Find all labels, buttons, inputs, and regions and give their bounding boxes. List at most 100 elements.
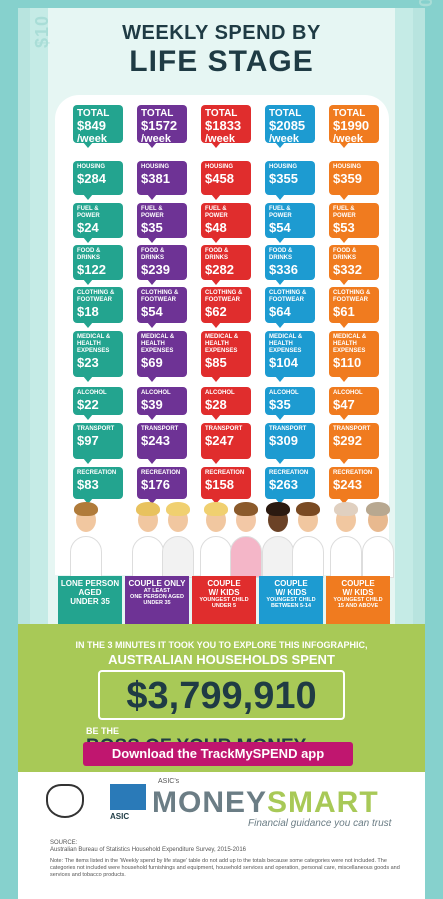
alcohol-value: $35 [269, 397, 291, 412]
fuel-value: $53 [333, 220, 355, 235]
transport-value: $292 [333, 433, 362, 448]
life-stage-label-1: LONE PERSON AGED UNDER 35 [58, 576, 122, 624]
housing-bubble: HOUSING $284 [73, 161, 123, 200]
transport-value: $243 [141, 433, 170, 448]
alcohol-bubble: ALCOHOL $28 [201, 387, 251, 420]
medical-bubble: MEDICAL & HEALTH EXPENSES $110 [329, 331, 379, 382]
recreation-bubble: RECREATION $243 [329, 467, 379, 504]
medical-value: $110 [333, 355, 362, 370]
life-stage-label-line1: LONE PERSON [60, 579, 120, 588]
clothing-label: CLOTHING & FOOTWEAR [77, 290, 115, 303]
food-value: $282 [205, 262, 234, 277]
asics-text: ASIC's [158, 778, 180, 785]
food-bubble: FOOD & DRINKS $336 [265, 245, 315, 285]
fuel-value: $54 [269, 220, 291, 235]
transport-bubble: TRANSPORT $247 [201, 423, 251, 464]
total-bubble: TOTAL $1990/week [329, 105, 379, 148]
alcohol-label: ALCOHOL [269, 390, 299, 396]
person-figure [290, 488, 326, 578]
alcohol-value: $39 [141, 397, 163, 412]
total-label: TOTAL [77, 108, 110, 119]
fuel-label: FUEL & POWER [141, 206, 164, 219]
banknote-edge-left [18, 8, 30, 628]
recreation-label: RECREATION [333, 470, 373, 476]
housing-bubble: HOUSING $458 [201, 161, 251, 200]
alcohol-label: ALCOHOL [333, 390, 363, 396]
medical-bubble: MEDICAL & HEALTH EXPENSES $85 [201, 331, 251, 382]
source-heading: SOURCE: [50, 840, 78, 846]
clothing-label: CLOTHING & FOOTWEAR [205, 290, 243, 303]
medical-label: MEDICAL & HEALTH EXPENSES [205, 334, 239, 354]
recreation-label: RECREATION [205, 470, 245, 476]
person-figure [328, 488, 364, 578]
life-stage-label-line2: W/ KIDS [342, 588, 374, 597]
alcohol-value: $28 [205, 397, 227, 412]
life-stage-label-line1: COUPLE ONLY [128, 579, 186, 588]
housing-value: $355 [269, 171, 298, 186]
total-bubble: TOTAL $2085/week [265, 105, 315, 148]
food-label: FOOD & DRINKS [333, 248, 357, 261]
medical-bubble: MEDICAL & HEALTH EXPENSES $23 [73, 331, 123, 382]
food-label: FOOD & DRINKS [77, 248, 101, 261]
total-value: $2085 [269, 118, 306, 133]
medical-value: $104 [269, 355, 298, 370]
alcohol-bubble: ALCOHOL $35 [265, 387, 315, 420]
housing-label: HOUSING [333, 164, 362, 170]
life-stage-sub1: AT LEAST [143, 588, 171, 594]
housing-label: HOUSING [141, 164, 170, 170]
alcohol-label: ALCOHOL [141, 390, 171, 396]
housing-value: $284 [77, 171, 106, 186]
food-bubble: FOOD & DRINKS $239 [137, 245, 187, 285]
food-bubble: FOOD & DRINKS $122 [73, 245, 123, 285]
recreation-label: RECREATION [141, 470, 181, 476]
promo-line2: AUSTRALIAN HOUSEHOLDS SPENT [108, 652, 335, 667]
clothing-bubble: CLOTHING & FOOTWEAR $62 [201, 287, 251, 328]
moneysmart-smart: SMART [267, 786, 379, 819]
clothing-value: $54 [141, 304, 163, 319]
medical-label: MEDICAL & HEALTH EXPENSES [141, 334, 175, 354]
total-value: $1572 [141, 118, 178, 133]
housing-bubble: HOUSING $355 [265, 161, 315, 200]
recreation-bubble: RECREATION $263 [265, 467, 315, 504]
transport-label: TRANSPORT [333, 426, 371, 432]
alcohol-label: ALCOHOL [205, 390, 235, 396]
medical-value: $85 [205, 355, 227, 370]
transport-bubble: TRANSPORT $243 [137, 423, 187, 464]
recreation-bubble: RECREATION $176 [137, 467, 187, 504]
total-bubble: TOTAL $1833/week [201, 105, 251, 148]
transport-label: TRANSPORT [141, 426, 179, 432]
food-value: $122 [77, 262, 106, 277]
moneysmart-tagline: Financial guidance you can trust [248, 818, 392, 829]
life-stage-label-5: COUPLE W/ KIDS YOUNGEST CHILD 15 AND ABOVE [326, 576, 390, 624]
transport-label: TRANSPORT [205, 426, 243, 432]
fuel-label: FUEL & POWER [205, 206, 228, 219]
housing-bubble: HOUSING $359 [329, 161, 379, 200]
fuel-value: $24 [77, 220, 99, 235]
asic-logo-icon [110, 784, 146, 810]
housing-label: HOUSING [205, 164, 234, 170]
recreation-value: $263 [269, 477, 298, 492]
total-label: TOTAL [141, 108, 174, 119]
recreation-label: RECREATION [77, 470, 117, 476]
transport-label: TRANSPORT [77, 426, 115, 432]
medical-label: MEDICAL & HEALTH EXPENSES [77, 334, 111, 354]
recreation-bubble: RECREATION $83 [73, 467, 123, 504]
life-stage-label-line1: COUPLE [207, 579, 241, 588]
spend-board: TOTAL $849/week HOUSING $284 FUEL & POWER $24… [55, 95, 389, 575]
transport-value: $97 [77, 433, 99, 448]
download-app-button[interactable]: Download the TrackMySPEND app [83, 742, 353, 766]
fuel-bubble: FUEL & POWER $35 [137, 203, 187, 243]
note-text: Note: The items listed in the 'Weekly sp… [50, 858, 400, 878]
asic-logo-text: ASIC [110, 812, 130, 821]
food-value: $239 [141, 262, 170, 277]
fuel-bubble: FUEL & POWER $48 [201, 203, 251, 243]
per-week-label: /week [141, 133, 171, 145]
fuel-bubble: FUEL & POWER $53 [329, 203, 379, 243]
person-figure [160, 488, 196, 578]
medical-label: MEDICAL & HEALTH EXPENSES [269, 334, 303, 354]
transport-bubble: TRANSPORT $309 [265, 423, 315, 464]
food-label: FOOD & DRINKS [205, 248, 229, 261]
person-figure [360, 488, 396, 578]
per-week-label: /week [205, 133, 235, 145]
people-illustration [10, 478, 430, 578]
